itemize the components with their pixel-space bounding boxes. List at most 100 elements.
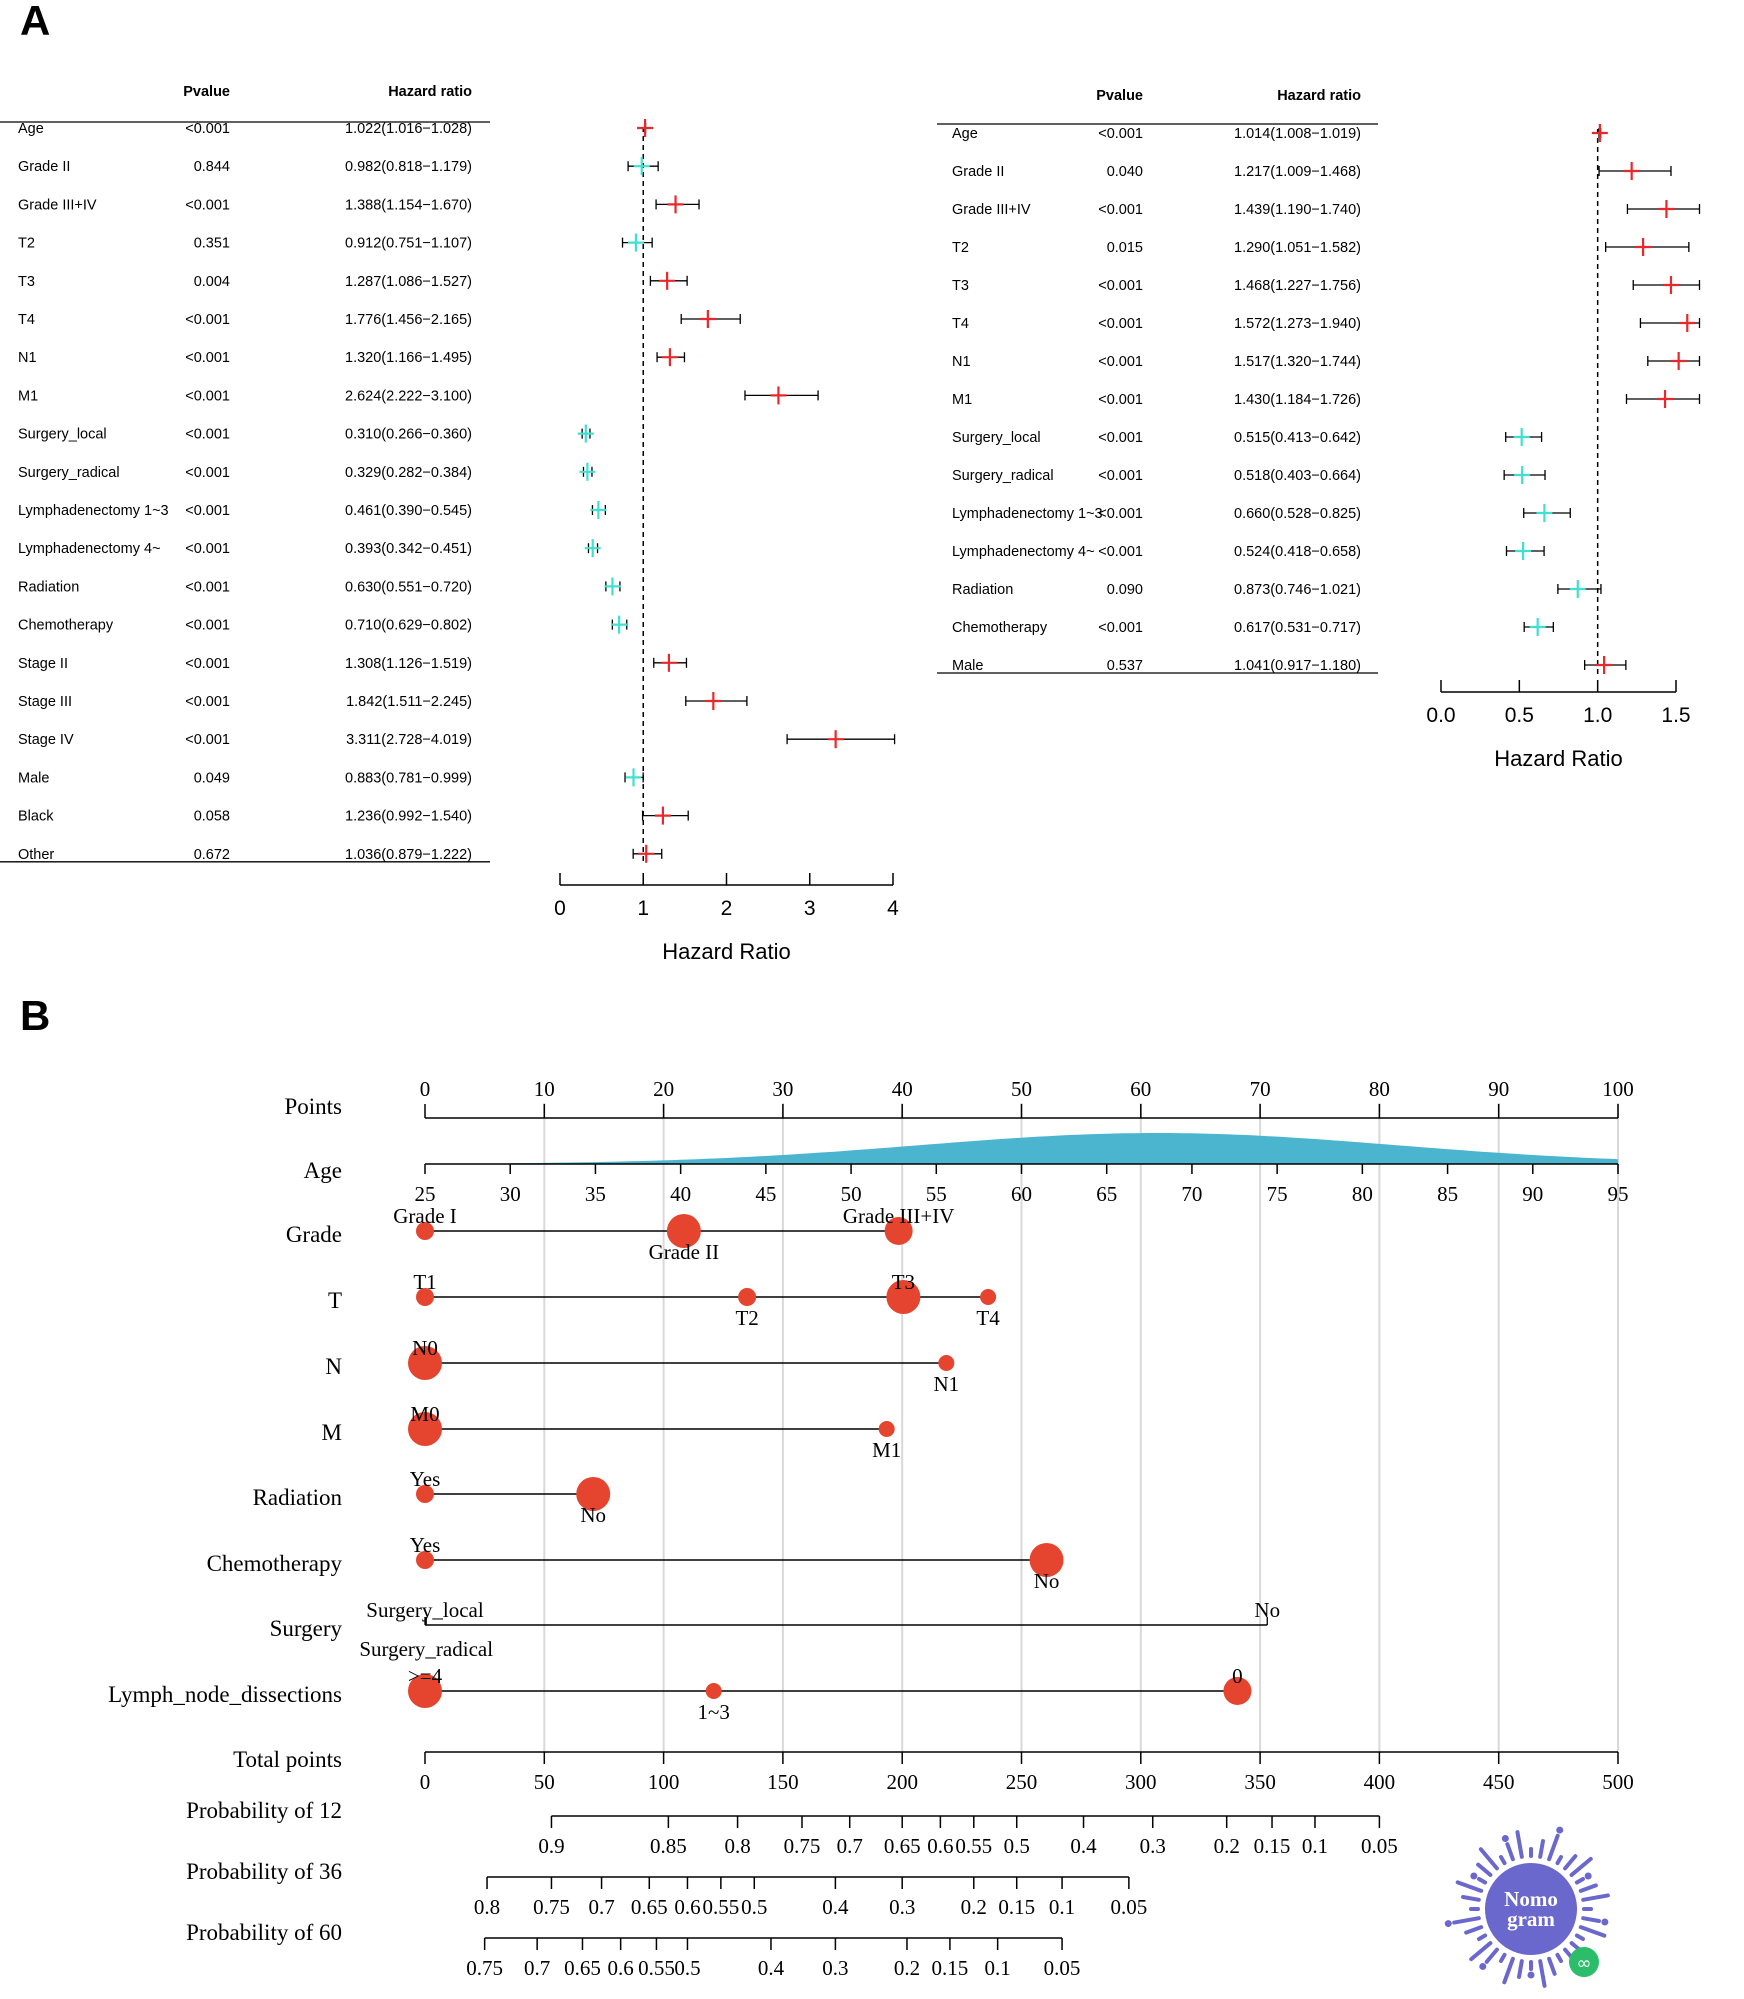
row-pvalue: <0.001 — [1098, 354, 1143, 370]
row-pvalue: 0.672 — [194, 847, 230, 863]
row-hr: 1.290(1.051−1.582) — [1234, 240, 1361, 256]
logo-ray — [1547, 1956, 1557, 1976]
age-density — [510, 1133, 1619, 1164]
probability-tick-label: 0.3 — [889, 1895, 915, 1919]
logo-ray-dot — [1601, 1918, 1609, 1926]
probability-tick-label: 0.7 — [837, 1834, 863, 1858]
x-tick-label: 1 — [637, 897, 649, 920]
probability-tick-label: 0.55 — [638, 1956, 675, 1980]
row-label: T3 — [952, 278, 969, 294]
row-hr: 0.518(0.403−0.664) — [1234, 468, 1361, 484]
level-dot — [408, 1412, 442, 1446]
nomogram: Points 0 10 20 30 40 50 60 70 80 90 100 Age 25 30 35 40 4… — [108, 1077, 1634, 1980]
row-hr: 0.617(0.531−0.717) — [1234, 620, 1361, 636]
logo-ray — [1555, 1952, 1563, 1963]
logo-ray — [1555, 1855, 1563, 1866]
x-tick-label: 0.5 — [1505, 704, 1534, 727]
probability-tick-label: 0.8 — [724, 1834, 750, 1858]
row-pvalue: 0.351 — [194, 236, 230, 252]
level-dot — [1223, 1677, 1252, 1705]
row-label: Lymphadenectomy 1~3 — [18, 503, 169, 519]
row-pvalue: <0.001 — [185, 350, 230, 366]
row-hr: 1.217(1.009−1.468) — [1234, 164, 1361, 180]
row-hr: 0.524(0.418−0.658) — [1234, 544, 1361, 560]
row-pvalue: <0.001 — [185, 694, 230, 710]
probability-tick-label: 0.1 — [1049, 1895, 1075, 1919]
row-pvalue: <0.001 — [1098, 202, 1143, 218]
row-hr: 1.430(1.184−1.726) — [1234, 392, 1361, 408]
row-label: Male — [18, 770, 49, 786]
logo-ray — [1574, 1933, 1585, 1941]
row-pvalue: <0.001 — [185, 732, 230, 748]
row-label: T2 — [18, 236, 35, 252]
logo-ray — [1574, 1877, 1585, 1885]
row-label: M1 — [952, 392, 972, 408]
row-hr: 1.236(0.992−1.540) — [345, 809, 472, 825]
row-pvalue: <0.001 — [185, 618, 230, 634]
logo-ray-dot — [1527, 1971, 1535, 1979]
row-pvalue: <0.001 — [185, 656, 230, 672]
row-hr: 0.710(0.629−0.802) — [345, 618, 472, 634]
row-pvalue: <0.001 — [1098, 316, 1143, 332]
logo-ray-dot — [1556, 1826, 1564, 1834]
row-pvalue: <0.001 — [1098, 506, 1143, 522]
logo-ray-dot — [1470, 1872, 1478, 1880]
row-hr: 1.776(1.456−2.165) — [345, 312, 472, 328]
row-hr: 1.022(1.016−1.028) — [345, 121, 472, 137]
row-pvalue: <0.001 — [185, 427, 230, 443]
probability-tick-label: 0.9 — [538, 1834, 564, 1858]
probability-tick-label: 0.3 — [1140, 1834, 1166, 1858]
row-pvalue: 0.040 — [1107, 164, 1143, 180]
x-tick-label: 0.0 — [1426, 704, 1455, 727]
variable-label: M — [322, 1420, 342, 1445]
points-tick-label: 40 — [892, 1077, 913, 1101]
age-tick-label: 25 — [415, 1182, 436, 1206]
probability-tick-label: 0.6 — [927, 1834, 953, 1858]
level-dot — [416, 1222, 434, 1240]
points-tick-label: 30 — [772, 1077, 793, 1101]
age-tick-label: 90 — [1522, 1182, 1543, 1206]
level-label: No — [580, 1503, 606, 1527]
row-hr: 2.624(2.222−3.100) — [345, 388, 472, 404]
probability-label: Probability of 36 — [186, 1859, 342, 1884]
x-tick-label: 0 — [554, 897, 566, 920]
age-tick-label: 40 — [670, 1182, 691, 1206]
logo-ray — [1469, 1941, 1493, 1962]
probability-tick-label: 0.75 — [466, 1956, 503, 1980]
probability-tick-label: 0.6 — [674, 1895, 700, 1919]
age-tick-label: 65 — [1096, 1182, 1117, 1206]
row-label: Stage IV — [18, 732, 74, 748]
logo-ray — [1461, 1895, 1481, 1902]
row-label: Surgery_radical — [952, 468, 1054, 484]
row-pvalue: <0.001 — [1098, 544, 1143, 560]
probability-tick-label: 0.2 — [894, 1956, 920, 1980]
row-pvalue: <0.001 — [1098, 392, 1143, 408]
probability-tick-label: 0.2 — [1214, 1834, 1240, 1858]
row-pvalue: 0.537 — [1107, 658, 1143, 674]
row-pvalue: <0.001 — [185, 541, 230, 557]
row-hr: 1.036(0.879−1.222) — [345, 847, 472, 863]
total-points-tick-label: 200 — [886, 1770, 918, 1794]
level-label: Surgery_local — [366, 1598, 484, 1622]
logo-ray — [1476, 1862, 1493, 1877]
row-hr: 0.461(0.390−0.545) — [345, 503, 472, 519]
row-hr: 3.311(2.728−4.019) — [346, 732, 472, 748]
row-label: Lymphadenectomy 4~ — [952, 544, 1095, 560]
logo-ray — [1581, 1893, 1610, 1902]
level-dot — [705, 1683, 722, 1699]
level-label: T1 — [413, 1270, 436, 1294]
row-hr: 0.873(0.746−1.021) — [1234, 582, 1361, 598]
level-dot — [576, 1477, 611, 1511]
logo-ray — [1538, 1839, 1545, 1859]
total-points-tick-label: 500 — [1602, 1770, 1634, 1794]
row-pvalue: 0.844 — [194, 159, 230, 175]
level-dot — [416, 1288, 434, 1306]
row-hr: 1.287(1.086−1.527) — [345, 274, 472, 290]
age-tick-label: 70 — [1181, 1182, 1202, 1206]
total-points-tick-label: 150 — [767, 1770, 799, 1794]
level-dot — [416, 1485, 434, 1503]
level-label: Yes — [410, 1533, 441, 1557]
row-label: Black — [18, 809, 54, 825]
row-pvalue: <0.001 — [1098, 126, 1143, 142]
row-pvalue: <0.001 — [185, 388, 230, 404]
